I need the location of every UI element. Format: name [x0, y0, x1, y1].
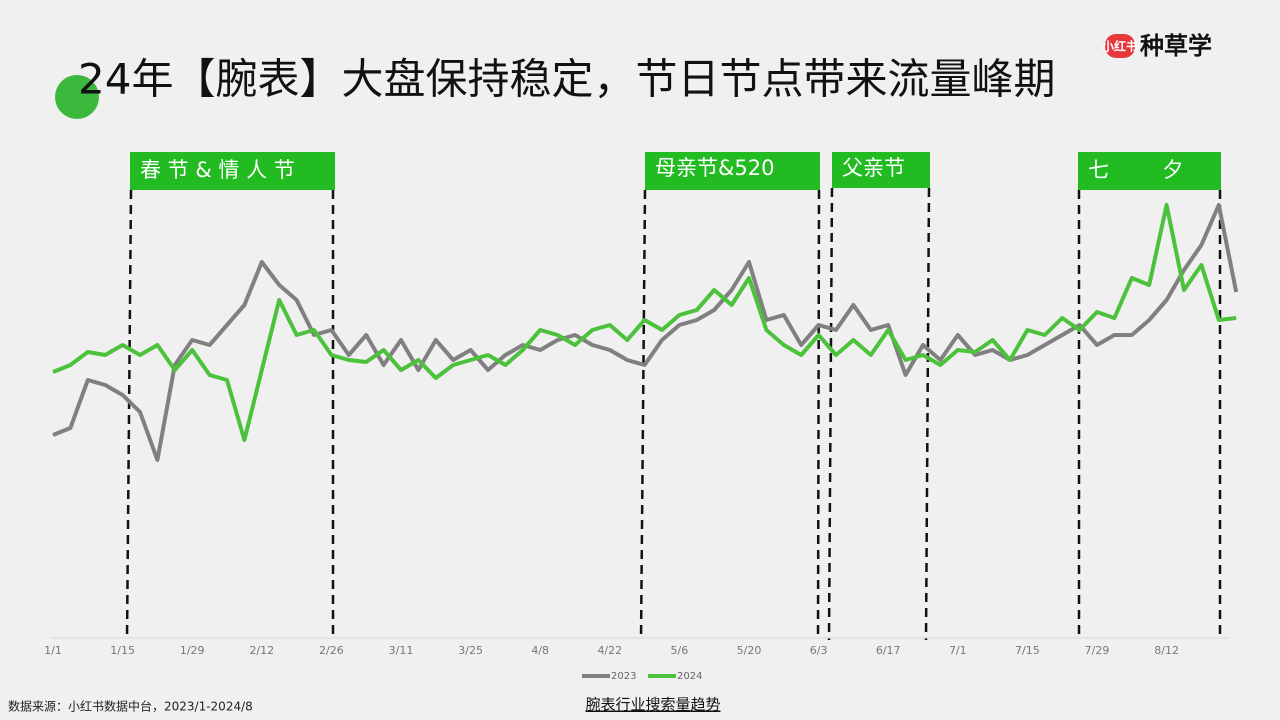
x-tick-label: 5/6: [671, 644, 689, 657]
decor-dot: [55, 75, 99, 119]
x-tick-label: 2/12: [249, 644, 274, 657]
x-tick-label: 8/12: [1154, 644, 1179, 657]
title: 24年【腕表】大盘保持稳定，节日节点带来流量峰期: [78, 55, 1055, 104]
x-tick-label: 3/11: [389, 644, 414, 657]
x-tick-label: 6/17: [876, 644, 901, 657]
plot: 1/1 1/15 1/29 2/12 2/26 3/11 3/25 4/8 4/22 5/6 5/2…: [44, 203, 1239, 682]
series-line: [52, 203, 1239, 462]
x-tick-label: 5/20: [737, 644, 762, 657]
annotation: 春 节 & 情 人 节: [140, 158, 295, 182]
annotation: 父亲节: [842, 156, 905, 180]
x-tick-label: 1/1: [44, 644, 62, 657]
chart-caption: 腕表行业搜索量趋势: [585, 696, 720, 714]
x-tick-label: 3/25: [458, 644, 483, 657]
x-tick-label: 2/26: [319, 644, 344, 657]
annotation-box: [1078, 152, 1221, 190]
logo-text: 种草学: [1140, 32, 1212, 60]
legend-label: 2023: [611, 671, 636, 682]
source-note: 数据来源：小红书数据中台，2023/1-2024/8: [8, 699, 253, 714]
x-tick-label: 4/8: [531, 644, 549, 657]
series-line: [52, 203, 1237, 442]
annotation-lines: [125, 187, 1222, 641]
logo-badge-bg: [1105, 34, 1135, 58]
annotation: 七 夕: [1088, 158, 1183, 182]
x-tick-label: 4/22: [597, 644, 622, 657]
legend-label: 2024: [677, 671, 702, 682]
annotation-box: [645, 152, 820, 190]
logo-badge: 小红书: [1102, 39, 1138, 54]
x-tick-label: 7/29: [1085, 644, 1110, 657]
x-tick-label: 7/1: [949, 644, 967, 657]
x-tick-label: 7/15: [1015, 644, 1040, 657]
x-tick-label: 1/29: [180, 644, 205, 657]
annotation: 母亲节&520: [655, 156, 774, 180]
annotation-box: [832, 152, 930, 188]
x-tick-label: 1/15: [110, 644, 135, 657]
annotation-box: [130, 152, 335, 190]
x-tick-label: 6/3: [810, 644, 828, 657]
